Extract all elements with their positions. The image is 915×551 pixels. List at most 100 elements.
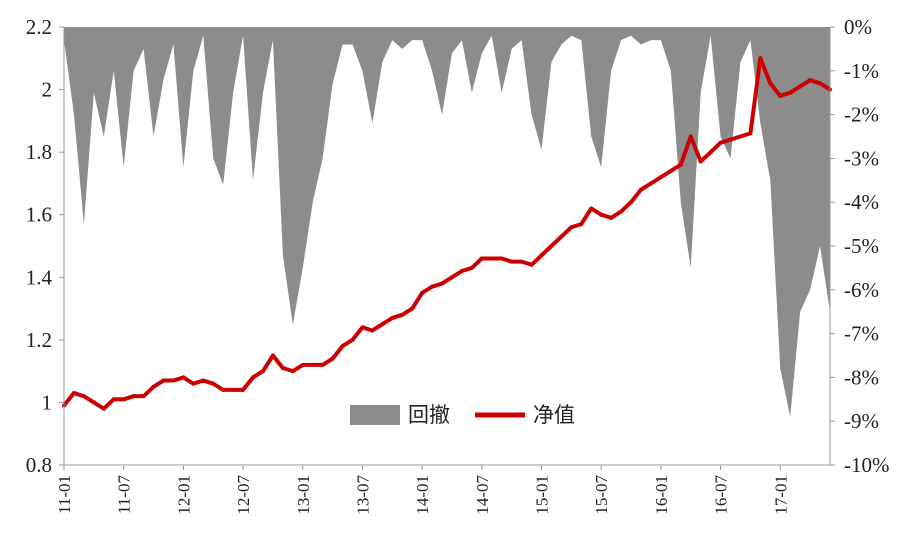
nav-point <box>609 216 613 220</box>
nav-point <box>450 275 454 279</box>
nav-point <box>589 206 593 210</box>
nav-point <box>530 263 534 267</box>
nav-point <box>510 260 514 264</box>
nav-point <box>579 222 583 226</box>
nav-point <box>231 388 235 392</box>
x-tick-label: 12-01 <box>174 475 193 515</box>
nav-point <box>211 382 215 386</box>
nav-point <box>709 150 713 154</box>
nav-point <box>132 394 136 398</box>
nav-point <box>540 253 544 257</box>
x-tick-label: 14-01 <box>413 475 432 515</box>
left-tick-label: 2 <box>42 78 53 102</box>
x-tick-label: 15-07 <box>592 475 611 515</box>
nav-point <box>430 285 434 289</box>
nav-point <box>808 78 812 82</box>
x-tick-label: 12-07 <box>234 475 253 515</box>
right-tick-label: -10% <box>844 453 890 477</box>
nav-point <box>360 325 364 329</box>
nav-point <box>191 382 195 386</box>
drawdown-area <box>64 27 830 417</box>
nav-point <box>221 388 225 392</box>
left-tick-label: 1 <box>42 390 53 414</box>
left-tick-label: 1.2 <box>26 328 52 352</box>
nav-point <box>311 363 315 367</box>
nav-point <box>181 375 185 379</box>
nav-point <box>92 400 96 404</box>
nav-point <box>460 269 464 273</box>
nav-point <box>251 375 255 379</box>
nav-point <box>818 81 822 85</box>
nav-point <box>689 135 693 139</box>
nav-point <box>748 131 752 135</box>
nav-point <box>778 94 782 98</box>
nav-point <box>758 56 762 60</box>
right-tick-label: 0% <box>844 15 872 39</box>
nav-point <box>72 391 76 395</box>
nav-point <box>520 260 524 264</box>
nav-point <box>569 225 573 229</box>
nav-point <box>331 357 335 361</box>
x-tick-label: 13-07 <box>353 475 372 515</box>
left-tick-label: 1.8 <box>26 140 52 164</box>
nav-point <box>161 379 165 383</box>
nav-point <box>659 175 663 179</box>
nav-point <box>420 291 424 295</box>
nav-point <box>490 257 494 261</box>
nav-point <box>549 244 553 248</box>
nav-point <box>201 379 205 383</box>
nav-point <box>291 369 295 373</box>
x-tick-label: 11-07 <box>115 475 134 515</box>
right-tick-label: -1% <box>844 59 879 83</box>
drawdown-area-layer <box>64 27 830 417</box>
nav-point <box>619 210 623 214</box>
nav-point <box>152 385 156 389</box>
nav-point <box>440 282 444 286</box>
nav-point <box>350 338 354 342</box>
nav-point <box>321 363 325 367</box>
right-tick-label: -4% <box>844 190 879 214</box>
right-tick-label: -9% <box>844 409 879 433</box>
nav-point <box>629 200 633 204</box>
nav-point <box>470 266 474 270</box>
nav-point <box>261 369 265 373</box>
nav-point <box>500 257 504 261</box>
right-tick-label: -6% <box>844 278 879 302</box>
nav-point <box>82 394 86 398</box>
x-tick-label: 11-01 <box>55 475 74 514</box>
legend-swatch-drawdown <box>350 405 400 425</box>
nav-point <box>768 81 772 85</box>
x-tick-label: 15-01 <box>533 475 552 515</box>
nav-point <box>380 322 384 326</box>
nav-point <box>271 354 275 358</box>
nav-point <box>699 160 703 164</box>
nav-point <box>599 213 603 217</box>
x-tick-label: 16-07 <box>712 475 731 515</box>
x-tick-label: 16-01 <box>652 475 671 515</box>
right-tick-label: -2% <box>844 103 879 127</box>
nav-point <box>112 397 116 401</box>
left-tick-label: 1.6 <box>26 203 52 227</box>
left-tick-label: 2.2 <box>26 15 52 39</box>
nav-line-layer <box>62 56 832 410</box>
nav-point <box>738 135 742 139</box>
nav-point <box>341 344 345 348</box>
nav-point <box>102 407 106 411</box>
legend-label-nav: 净值 <box>533 403 575 427</box>
nav-point <box>679 163 683 167</box>
nav-point <box>400 313 404 317</box>
nav-point <box>639 188 643 192</box>
right-tick-label: -3% <box>844 146 879 170</box>
x-tick-label: 13-01 <box>294 475 313 515</box>
x-tick-label: 17-01 <box>771 475 790 515</box>
nav-point <box>410 307 414 311</box>
left-tick-label: 0.8 <box>26 453 52 477</box>
legend: 回撤 净值 <box>350 403 575 427</box>
nav-point <box>142 394 146 398</box>
left-tick-label: 1.4 <box>26 265 53 289</box>
legend-label-drawdown: 回撤 <box>408 403 450 427</box>
nav-point <box>729 138 733 142</box>
right-tick-label: -5% <box>844 234 879 258</box>
nav-point <box>649 181 653 185</box>
